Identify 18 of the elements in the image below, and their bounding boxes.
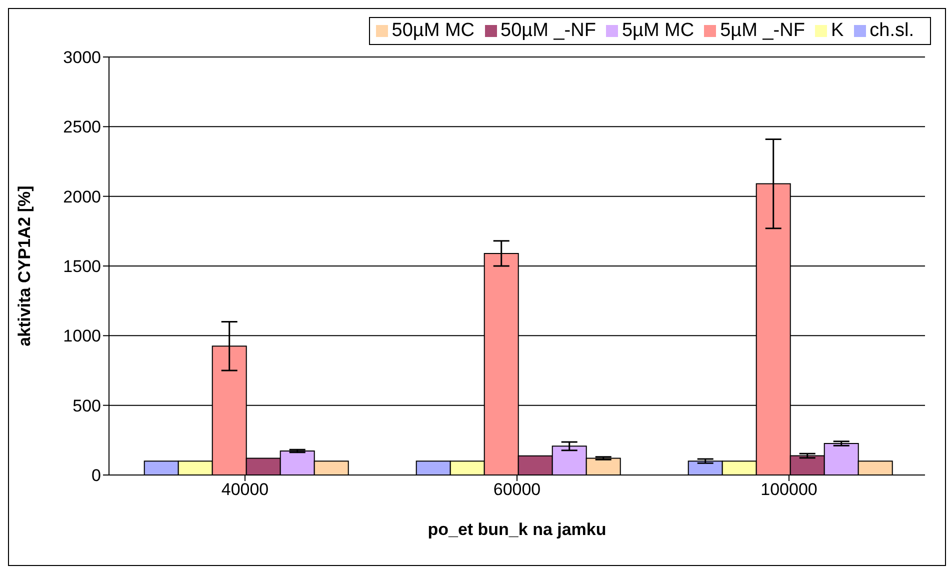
x-tick-label: 60000 [493, 480, 541, 500]
legend-label: 5µM MC [622, 20, 694, 41]
legend-label: K [830, 20, 844, 41]
y-axis-title: aktivita CYP1A2 [%] [15, 186, 34, 346]
y-tick-label: 0 [92, 466, 101, 486]
y-tick-label: 2000 [63, 187, 101, 206]
y-tick-label: 3000 [63, 48, 101, 68]
legend-label: ch.sl. [870, 20, 914, 41]
legend-label: 50µM _-NF [500, 20, 596, 41]
x-axis-title: po_et bun_k na jamku [428, 520, 606, 539]
legend-label: 5µM _-NF [720, 20, 805, 41]
y-tick-label: 500 [72, 396, 101, 416]
y-tick-label: 1000 [63, 326, 101, 346]
x-tick-label: 40000 [221, 480, 269, 500]
y-tick-label: 2500 [63, 118, 101, 137]
y-tick-label: 1500 [63, 257, 101, 276]
x-tick-label: 100000 [760, 480, 818, 500]
legend-label: 50µM MC [392, 20, 475, 41]
